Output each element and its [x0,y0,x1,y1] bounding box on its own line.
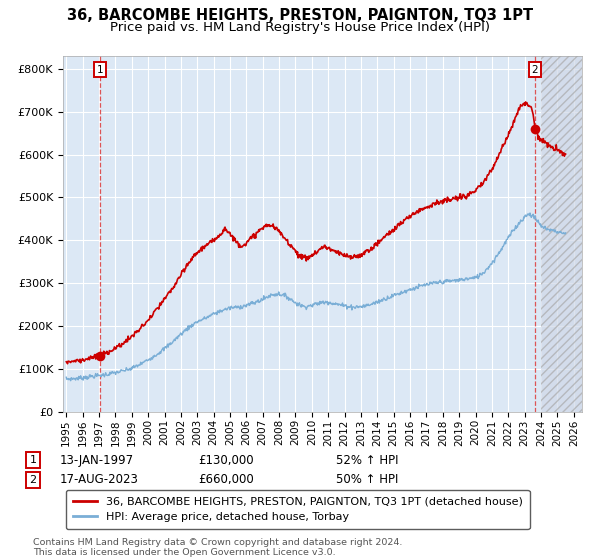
Text: 17-AUG-2023: 17-AUG-2023 [60,473,139,487]
Text: 13-JAN-1997: 13-JAN-1997 [60,454,134,467]
Text: 1: 1 [97,65,103,75]
Text: Price paid vs. HM Land Registry's House Price Index (HPI): Price paid vs. HM Land Registry's House … [110,21,490,34]
Text: 1: 1 [29,455,37,465]
Text: 50% ↑ HPI: 50% ↑ HPI [336,473,398,487]
Text: £130,000: £130,000 [198,454,254,467]
Text: Contains HM Land Registry data © Crown copyright and database right 2024.
This d: Contains HM Land Registry data © Crown c… [33,538,403,557]
Text: 2: 2 [29,475,37,485]
Legend: 36, BARCOMBE HEIGHTS, PRESTON, PAIGNTON, TQ3 1PT (detached house), HPI: Average : 36, BARCOMBE HEIGHTS, PRESTON, PAIGNTON,… [66,490,530,529]
Text: 36, BARCOMBE HEIGHTS, PRESTON, PAIGNTON, TQ3 1PT: 36, BARCOMBE HEIGHTS, PRESTON, PAIGNTON,… [67,8,533,24]
Text: 2: 2 [532,65,538,75]
Text: £660,000: £660,000 [198,473,254,487]
Bar [541,56,582,412]
Text: 52% ↑ HPI: 52% ↑ HPI [336,454,398,467]
